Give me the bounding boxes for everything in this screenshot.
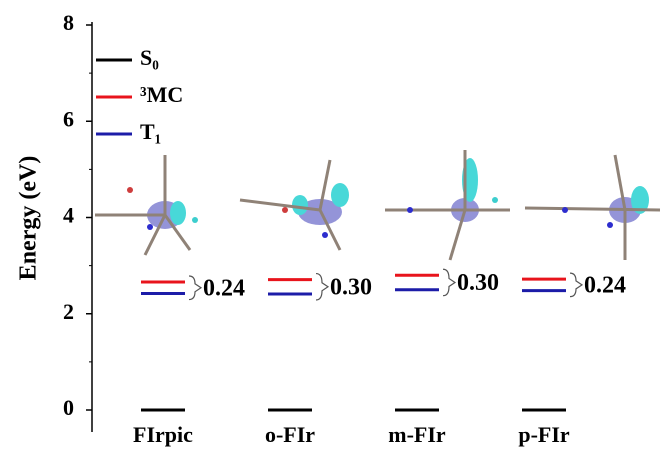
gap-label: 0.30 (457, 270, 499, 296)
brace (315, 272, 330, 301)
gap-label: 0.24 (203, 275, 245, 301)
y-tick-label: 6 (63, 106, 74, 131)
y-tick-label: 4 (63, 203, 74, 228)
x-tick-label: m-FIr (388, 422, 446, 447)
y-tick-label: 0 (63, 395, 74, 420)
brace (442, 268, 457, 297)
legend-label: T₁ (140, 119, 161, 144)
x-tick-label: p-FIr (518, 422, 570, 447)
y-axis-label: Energy (eV) (16, 156, 42, 281)
molecule-images (95, 150, 661, 261)
brace (569, 272, 584, 298)
gap-label: 0.30 (330, 274, 372, 300)
gap-label: 0.24 (584, 272, 626, 298)
legend-label: ³MC (140, 82, 183, 107)
y-tick-label: 2 (63, 299, 74, 324)
x-tick-label: FIrpic (133, 422, 193, 447)
brace (188, 275, 203, 301)
legend-label: S₀ (140, 45, 159, 70)
x-tick-label: o-FIr (265, 422, 315, 447)
y-tick-label: 8 (63, 10, 74, 35)
